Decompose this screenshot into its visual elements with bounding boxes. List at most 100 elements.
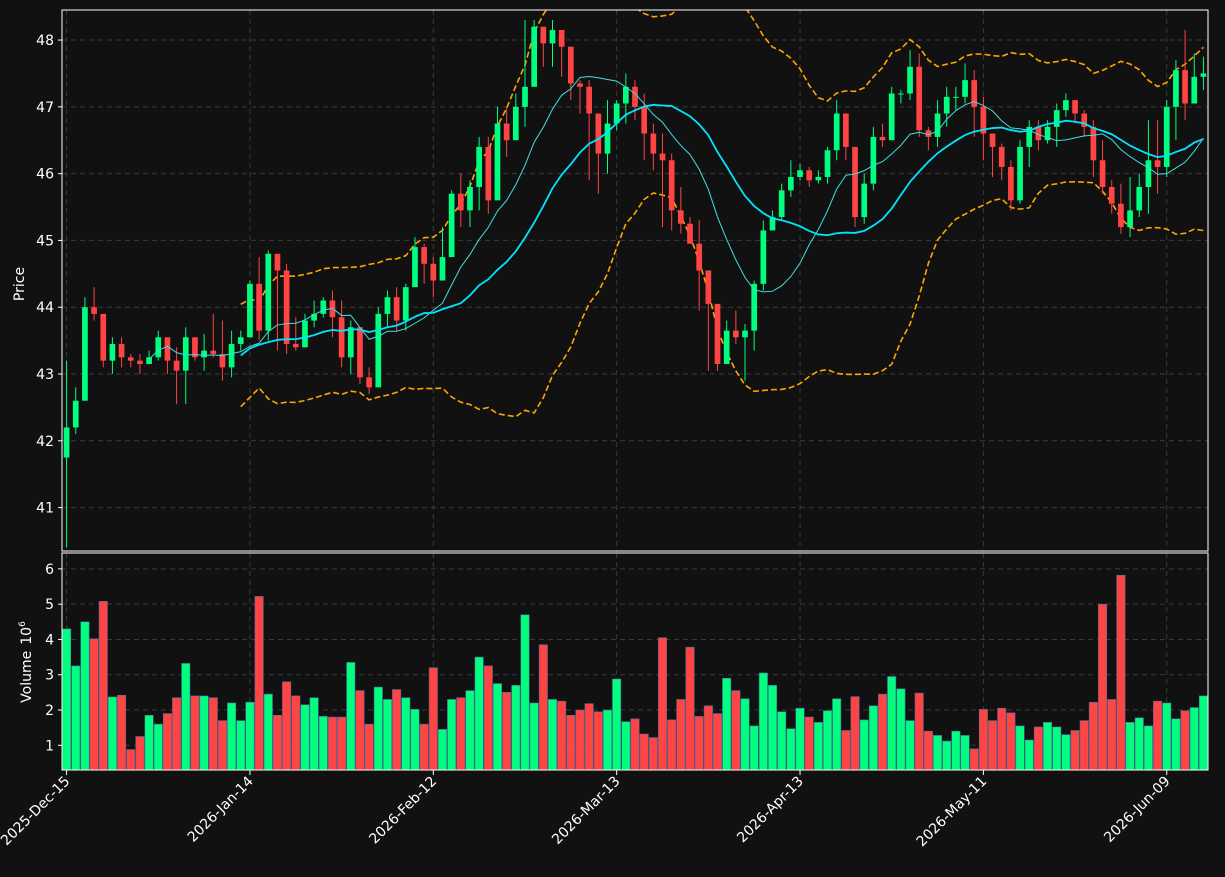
volume-bar <box>841 730 851 771</box>
volume-bar <box>969 748 979 771</box>
candle-body <box>265 253 272 331</box>
candle-body <box>247 283 253 338</box>
candle-body <box>1099 160 1106 187</box>
candle-body <box>641 106 648 134</box>
volume-y-tick-label: 1 <box>45 738 54 754</box>
volume-bar <box>557 700 567 771</box>
candle-body <box>1081 113 1088 127</box>
volume-bar <box>575 709 585 771</box>
volume-bar <box>1052 726 1062 771</box>
candle-body <box>1063 100 1069 111</box>
candle-body <box>733 330 739 338</box>
volume-bar <box>988 720 998 771</box>
candle-body <box>797 170 803 177</box>
candle-body <box>714 303 721 364</box>
axis-ticks <box>58 39 1168 775</box>
candle-body <box>173 360 180 371</box>
candle-body <box>1200 73 1207 77</box>
volume-bar <box>602 709 613 771</box>
volume-bar <box>923 730 933 771</box>
volume-bar <box>933 735 943 771</box>
candle-body <box>687 223 693 244</box>
candle-body <box>256 283 262 331</box>
candle-body <box>888 93 895 141</box>
volume-bar <box>227 702 237 771</box>
candle-body <box>457 193 464 211</box>
bollinger-bands <box>240 10 1204 418</box>
volume-bar <box>181 663 191 771</box>
volume-bar <box>483 665 493 771</box>
volume-bar <box>401 697 411 771</box>
volume-bar <box>89 638 99 771</box>
volume-bar <box>951 730 961 771</box>
volume-bar <box>630 718 640 771</box>
price-y-tick-label: 43 <box>36 367 54 383</box>
volume-bar <box>584 703 594 771</box>
volume-bar <box>355 690 365 771</box>
candle-body <box>1136 186 1143 211</box>
volume-bar <box>621 721 631 771</box>
candle-body <box>494 123 501 201</box>
volume-axis-label-text: Volume <box>19 651 35 703</box>
volume-bar <box>703 705 713 771</box>
candle-body <box>925 130 932 137</box>
volume-bar <box>777 711 787 771</box>
volume-y-tick-labels: 1 2 3 4 5 6 <box>45 562 54 754</box>
price-y-tick-labels: 41 42 43 44 45 46 47 48 <box>36 33 54 517</box>
candle-body <box>861 183 868 218</box>
candle-body <box>1053 110 1060 127</box>
candle-body <box>723 330 730 364</box>
volume-bar <box>282 681 292 771</box>
volume-bar <box>685 646 695 771</box>
volume-bar <box>960 735 970 771</box>
volume-bar <box>648 737 658 771</box>
volume-bar <box>1079 720 1089 771</box>
sma-slow-line <box>240 103 1204 357</box>
volume-bar <box>942 740 952 771</box>
bollinger-lower-line <box>240 181 1204 418</box>
candle-body <box>100 313 107 361</box>
volume-bar <box>1125 722 1135 771</box>
volume-bar <box>98 601 108 771</box>
volume-bar <box>547 699 558 771</box>
candle-body <box>677 210 684 224</box>
volume-bar <box>1153 700 1163 771</box>
volume-panel-frame <box>61 552 1209 771</box>
candle-body <box>1163 106 1170 167</box>
candle-body <box>650 133 657 154</box>
candle-body <box>421 247 427 264</box>
candle-body <box>329 300 336 318</box>
candle-body <box>302 320 308 348</box>
volume-bar <box>768 685 778 771</box>
candle-body <box>1072 100 1078 114</box>
candle-body <box>879 136 886 141</box>
candle-body <box>219 353 226 368</box>
candle-body <box>375 313 382 388</box>
candle-body <box>760 230 767 284</box>
volume-bar <box>107 696 117 771</box>
candle-body <box>91 307 97 314</box>
candle-body <box>402 287 409 321</box>
volume-y-tick-label: 6 <box>45 562 54 578</box>
volume-bar <box>749 725 759 771</box>
volume-bar <box>850 696 860 771</box>
volume-bar <box>456 697 466 771</box>
volume-bar <box>1107 699 1117 771</box>
volume-bar <box>1198 695 1208 771</box>
volume-bar <box>300 704 310 771</box>
candle-body <box>1044 126 1051 141</box>
candle-body <box>283 270 290 344</box>
volume-bar <box>373 686 383 771</box>
candle-body <box>1017 146 1023 201</box>
candle-body <box>806 170 813 181</box>
volume-bar <box>639 733 649 771</box>
candle-body <box>1145 160 1152 187</box>
volume-y-tick-label: 5 <box>45 597 54 613</box>
price-y-tick-label: 46 <box>36 167 54 183</box>
volume-bar <box>758 672 768 771</box>
volume-bar <box>217 720 227 771</box>
volume-bar <box>474 656 484 771</box>
volume-bar <box>887 676 897 771</box>
volume-bar <box>520 614 530 771</box>
volume-bar <box>529 702 539 771</box>
